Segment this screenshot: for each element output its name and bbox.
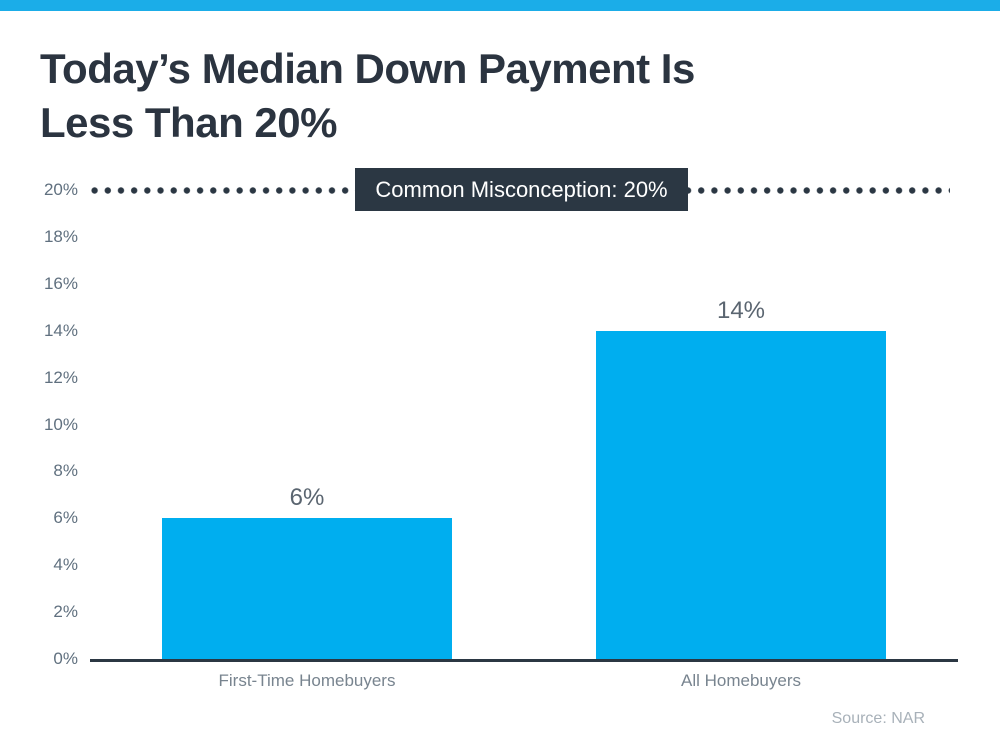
- y-axis-tick-label: 10%: [43, 414, 78, 434]
- misconception-label: Common Misconception: 20%: [355, 168, 688, 211]
- chart-title: Today’s Median Down Payment Is Less Than…: [40, 42, 695, 150]
- y-axis-tick-label: 4%: [53, 555, 78, 575]
- bar-value-label: 14%: [716, 296, 766, 324]
- chart-title-line-2: Less Than 20%: [40, 99, 337, 146]
- y-axis-tick-label: 6%: [53, 508, 78, 528]
- y-axis-tick-label: 18%: [43, 226, 78, 246]
- y-axis-tick-label: 8%: [53, 461, 78, 481]
- x-axis-label: First-Time Homebuyers: [218, 671, 396, 690]
- x-axis-line: [90, 659, 958, 662]
- bar-value-label: 6%: [289, 484, 325, 512]
- y-axis-tick-label: 0%: [53, 649, 78, 668]
- y-axis-tick-label: 16%: [43, 273, 78, 293]
- bar: [162, 518, 452, 659]
- top-accent-bar: [0, 0, 1000, 11]
- bar: [596, 330, 886, 659]
- y-axis-tick-label: 2%: [53, 602, 78, 622]
- y-axis-tick-label: 20%: [43, 180, 78, 199]
- source-note: Source: NAR: [831, 710, 925, 727]
- chart-title-line-1: Today’s Median Down Payment Is: [40, 45, 695, 92]
- y-axis-tick-label: 14%: [43, 320, 78, 340]
- y-axis-tick-label: 12%: [43, 367, 78, 387]
- x-axis-label: All Homebuyers: [681, 671, 801, 690]
